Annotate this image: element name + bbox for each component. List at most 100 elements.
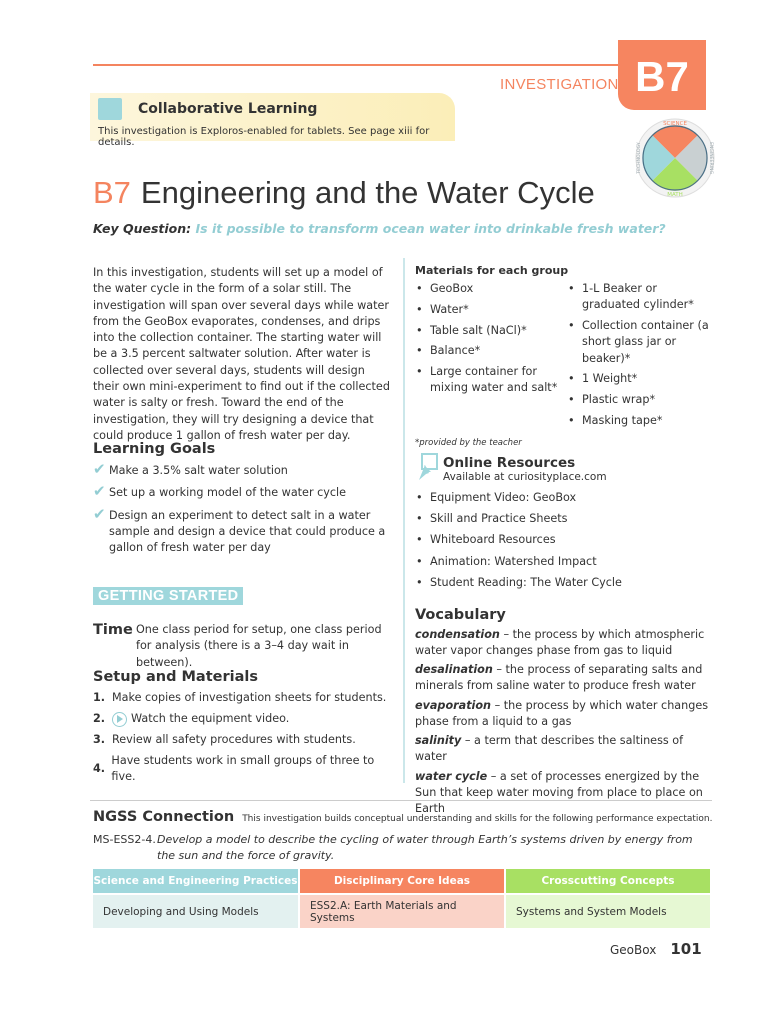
vocab-entry: evaporation – the process by which water… [415,698,715,730]
setup-step: 2. Watch the equipment video. [93,711,393,727]
key-question-label: Key Question: [93,221,192,236]
material-item: Collection container (a short glass jar … [567,318,715,367]
material-item: Table salt (NaCl)* [415,323,567,340]
vocabulary-section: Vocabulary condensation – the process by… [415,607,715,817]
material-item: 1-L Beaker or graduated cylinder* [567,281,715,314]
checkmark-icon: ✔ [93,482,106,501]
goal-text: Design an experiment to detect salt in a… [109,508,386,555]
material-item: Plastic wrap* [567,392,715,409]
setup-section: Setup and Materials 1. Make copies of inv… [93,669,393,785]
goal-item: ✔ Set up a working model of the water cyc… [93,482,393,501]
step-number: 4. [93,762,106,775]
page-number: 101 [670,940,702,958]
material-item: Water* [415,302,567,319]
goal-item: ✔ Design an experiment to detect salt in … [93,504,393,557]
materials-list-2: 1-L Beaker or graduated cylinder* Collec… [567,281,715,434]
ngss-description: This investigation builds conceptual und… [242,814,713,824]
online-resources: Online Resources Available at curiosityp… [415,453,715,596]
goal-text: Set up a working model of the water cycl… [109,486,347,500]
intro-paragraph: In this investigation, students will set… [93,266,390,442]
vocab-def: – a term that describes the saltiness of… [415,734,684,763]
cell-practices: Developing and Using Models [93,895,298,928]
vocab-def: – the process by which atmospheric water… [415,627,705,657]
collaborative-learning-box: Collaborative Learning This investigatio… [90,93,455,148]
vocab-entry: condensation – the process by which atmo… [415,627,715,659]
page-title: B7 Engineering and the Water Cycle [93,175,595,211]
header-rule [93,64,623,66]
time-section: Time One class period for setup, one cla… [93,622,393,671]
vocab-entry: salinity – a term that describes the sal… [415,733,715,765]
collab-subtitle: This investigation is Exploros-enabled f… [98,126,430,148]
pe-code: MS-ESS2-4. [93,833,156,846]
vocab-def: – the process of separating salts and mi… [415,663,703,692]
step-text: Make copies of investigation sheets for … [112,691,387,704]
vocab-term: desalination [415,663,493,676]
badge-technology: TECHNOLOGY [636,142,642,175]
goal-text: Make a 3.5% salt water solution [109,464,288,477]
cell-crosscutting: Systems and System Models [506,895,710,928]
learning-goals-heading: Learning Goals [93,441,216,457]
badge-science: SCIENCE [663,121,687,127]
stem-badge-icon: SCIENCE ENGINEERING MATH TECHNOLOGY [635,118,715,198]
resource-item[interactable]: Animation: Watershed Impact [415,554,715,570]
header-practices: Science and Engineering Practices [93,869,298,893]
goal-item: ✔ Make a 3.5% salt water solution [93,461,393,479]
online-list: Equipment Video: GeoBox Skill and Practi… [415,490,715,591]
step-number: 1. [93,691,106,704]
step-text: Have students work in small groups of th… [111,754,375,783]
step-number: 2. [93,712,106,725]
vocab-def: – the process by which water changes pha… [415,698,709,728]
online-title: Online Resources [443,455,576,471]
title-number: B7 [93,175,131,210]
vocab-entry: water cycle – a set of processes energiz… [415,769,715,817]
time-text: One class period for setup, one class pe… [136,623,382,669]
step-text: Watch the equipment video. [131,712,290,725]
resource-item[interactable]: Skill and Practice Sheets [415,511,715,527]
investigation-tab: B7 [618,40,706,110]
pe-text: Develop a model to describe the cycling … [157,833,693,862]
step-number: 3. [93,733,106,746]
tablet-touch-icon [98,98,122,120]
section-label: INVESTIGATION [500,76,619,93]
setup-step: 3. Review all safety procedures with stud… [93,732,393,748]
title-text: Engineering and the Water Cycle [140,175,595,210]
materials-heading: Materials for each group [415,264,569,277]
material-item: Large container for mixing water and sal… [415,364,567,397]
resource-item[interactable]: Student Reading: The Water Cycle [415,575,715,591]
step-text: Review all safety procedures with studen… [112,733,356,746]
online-url[interactable]: Available at curiosityplace.com [443,471,607,483]
material-item: Masking tape* [567,413,715,430]
ngss-header: NGSS Connection This investigation builds… [93,806,713,825]
cursor-click-icon [419,453,438,480]
header-core-ideas: Disciplinary Core Ideas [300,869,504,893]
vocab-entry: desalination – the process of separating… [415,662,715,694]
materials-section: Materials for each group GeoBox Water* T… [415,264,715,448]
material-item: 1 Weight* [567,371,715,388]
checkmark-icon: ✔ [93,504,106,523]
ngss-divider [90,800,712,801]
badge-engineering: ENGINEERING [708,142,714,174]
materials-footnote: *provided by the teacher [415,437,522,448]
materials-list-1: GeoBox Water* Table salt (NaCl)* Balance… [415,281,567,434]
setup-step: 4. Have students work in small groups of … [93,753,393,785]
column-divider [403,258,405,783]
page-footer: GeoBox 101 [610,940,702,958]
vocab-term: salinity [415,734,462,747]
ngss-table: Science and Engineering Practices Discip… [93,869,710,928]
book-name: GeoBox [610,943,657,957]
material-item: Balance* [415,343,567,360]
key-question-text: Is it possible to transform ocean water … [195,221,666,236]
cell-core-ideas: ESS2.A: Earth Materials and Systems [300,895,504,928]
resource-item[interactable]: Equipment Video: GeoBox [415,490,715,506]
setup-heading: Setup and Materials [93,669,258,685]
vocab-term: water cycle [415,769,488,783]
setup-step: 1. Make copies of investigation sheets fo… [93,690,393,706]
collab-title: Collaborative Learning [138,101,318,117]
resource-item[interactable]: Whiteboard Resources [415,532,715,548]
vocab-term: condensation [415,627,500,641]
vocabulary-heading: Vocabulary [415,607,506,623]
key-question: Key Question: Is it possible to transfor… [93,221,666,236]
vocab-def: – a set of processes energized by the Su… [415,769,703,815]
play-video-icon[interactable] [112,711,127,727]
learning-goals: Learning Goals ✔ Make a 3.5% salt water s… [93,441,393,556]
